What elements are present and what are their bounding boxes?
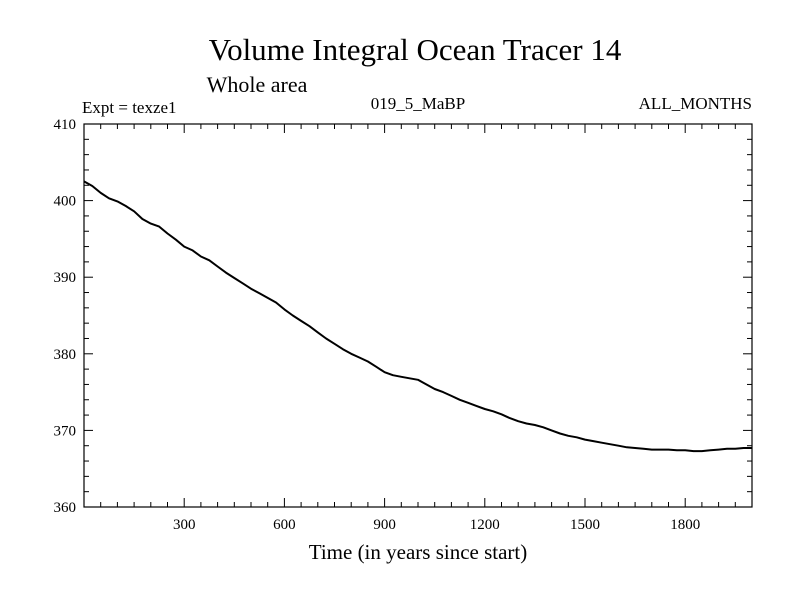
y-tick-label: 360 <box>54 500 77 516</box>
y-tick-label: 400 <box>54 194 77 210</box>
x-tick-label: 1200 <box>470 517 500 533</box>
x-tick-label: 300 <box>173 517 196 533</box>
x-tick-label: 1500 <box>570 517 600 533</box>
axis-ticks <box>84 124 752 507</box>
x-tick-label: 900 <box>373 517 396 533</box>
y-tick-label: 410 <box>54 117 77 133</box>
header-experiment: Expt = texze1 <box>82 98 177 117</box>
chart-subtitle: Whole area <box>207 72 308 97</box>
header-period: 019_5_MaBP <box>371 94 465 113</box>
series-line-0 <box>83 180 752 453</box>
x-axis-label: Time (in years since start) <box>309 540 528 564</box>
chart-title: Volume Integral Ocean Tracer 14 <box>209 32 622 67</box>
header-months: ALL_MONTHS <box>639 94 752 113</box>
axis-tick-labels: 300 600 900 1200 1500 1800 360 370 380 390 400 410 <box>54 117 701 533</box>
y-tick-label: 370 <box>54 423 77 439</box>
x-tick-label: 1800 <box>670 517 700 533</box>
series-group <box>83 180 752 453</box>
y-tick-label: 390 <box>54 270 77 286</box>
x-tick-label: 600 <box>273 517 296 533</box>
y-tick-label: 380 <box>54 347 77 363</box>
